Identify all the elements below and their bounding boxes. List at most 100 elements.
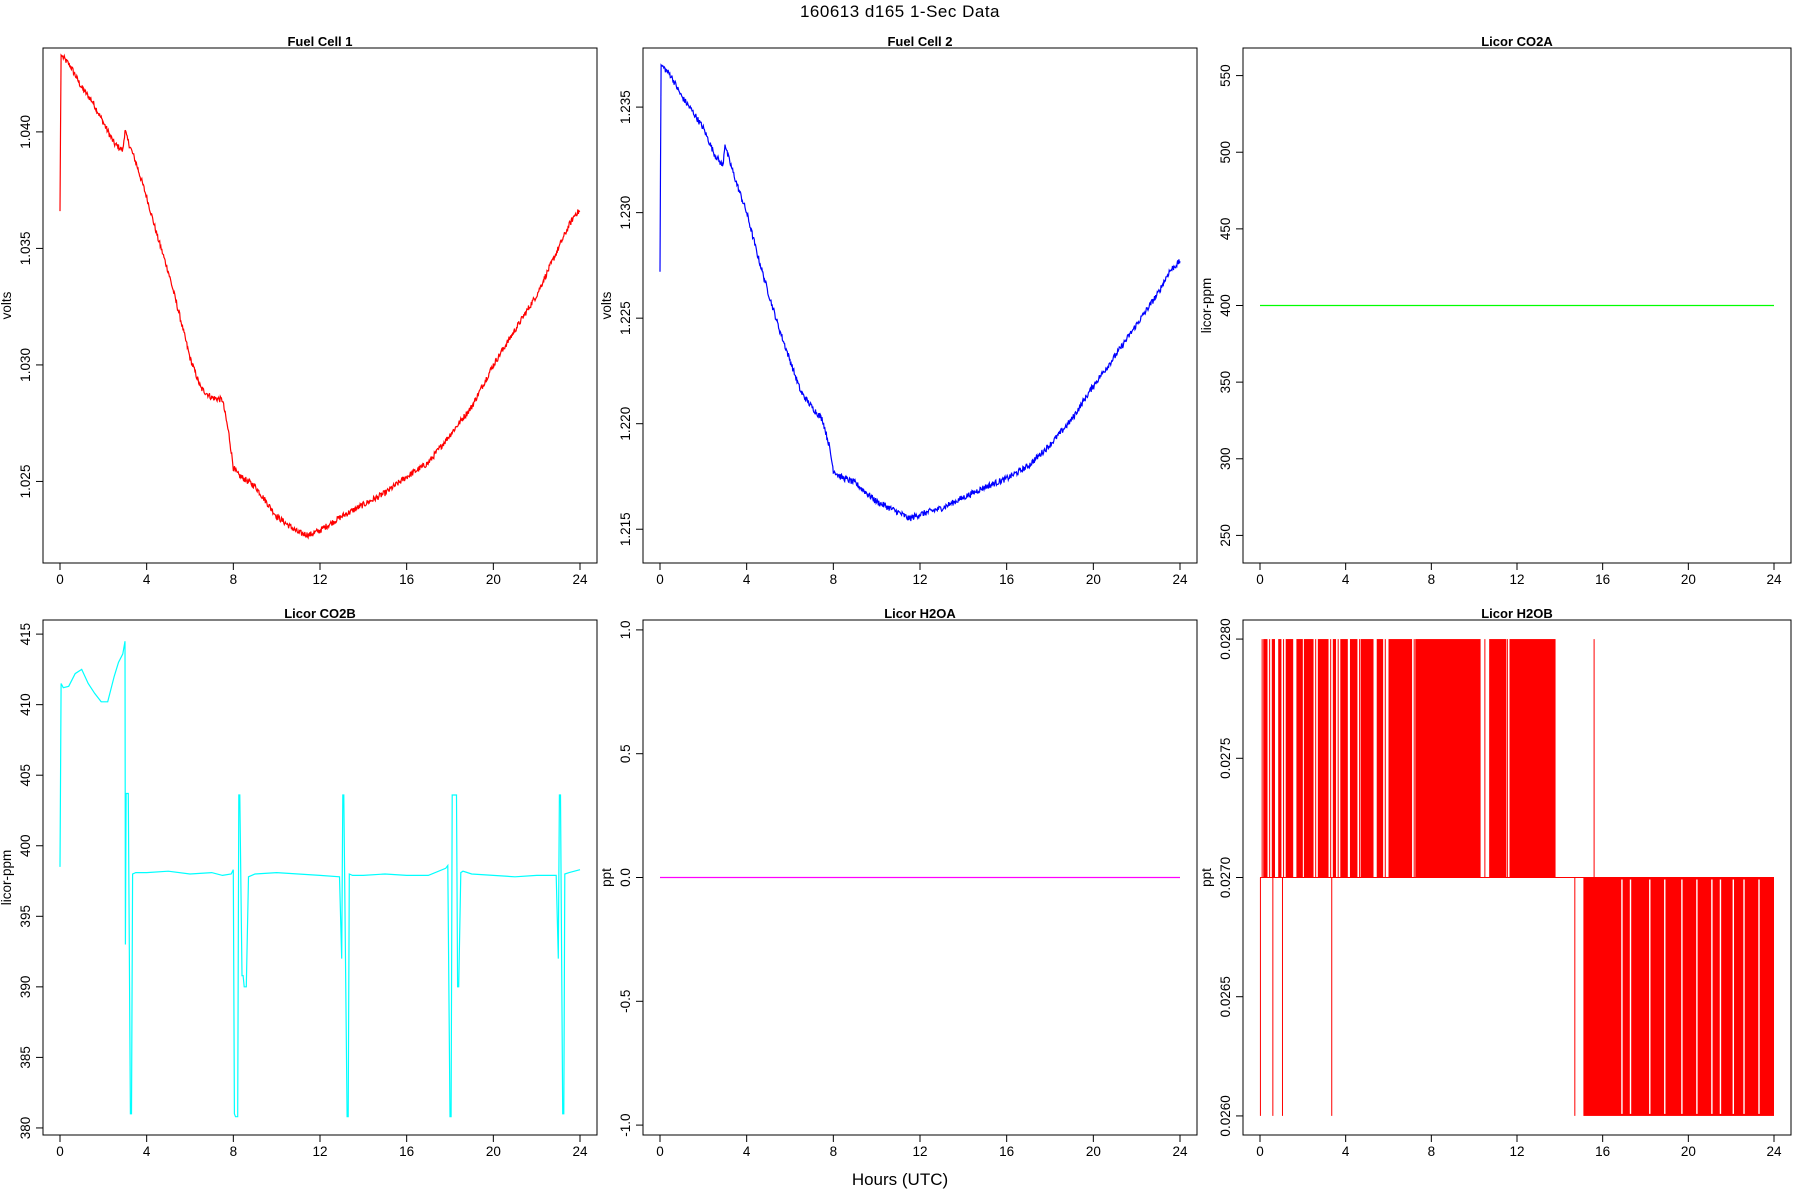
x-tick-label: 16 <box>999 1144 1014 1159</box>
y-tick-label: 385 <box>18 1046 33 1069</box>
x-tick-label: 0 <box>56 572 64 587</box>
x-tick-label: 8 <box>830 1144 838 1159</box>
x-axis: 0 4 8 12 16 20 24 <box>1256 1134 1782 1159</box>
y-tick-label: 1.0 <box>618 621 633 640</box>
y-tick-label: 400 <box>18 834 33 857</box>
y-axis-label: licor-ppm <box>1199 278 1214 334</box>
x-tick-label: 0 <box>56 1144 64 1159</box>
y-tick-label: 1.220 <box>618 407 633 441</box>
high-block <box>1263 639 1268 878</box>
y-tick-label: 1.225 <box>618 301 633 335</box>
x-tick-label: 16 <box>1595 572 1610 587</box>
high-block <box>1271 639 1275 878</box>
x-tick-label: 4 <box>143 1144 151 1159</box>
high-block <box>1415 639 1481 878</box>
y-tick-label: 300 <box>1218 448 1233 471</box>
y-tick-label: -1.0 <box>618 1113 633 1136</box>
x-tick-label: 8 <box>230 572 238 587</box>
y-tick-label: 1.215 <box>618 512 633 546</box>
x-tick-label: 4 <box>143 572 151 587</box>
x-tick-label: 24 <box>572 572 588 587</box>
x-tick-label: 16 <box>999 572 1014 587</box>
y-tick-label: 0.0265 <box>1218 976 1233 1017</box>
series-line <box>59 53 581 540</box>
x-axis: 0 4 8 12 16 20 24 <box>1256 562 1782 587</box>
panel-title: Licor CO2B <box>284 606 356 621</box>
y-tick-label: 395 <box>18 905 33 928</box>
high-block <box>1388 639 1413 878</box>
x-tick-label: 20 <box>1086 1144 1101 1159</box>
series-line <box>59 641 581 1118</box>
x-tick-label: 20 <box>1681 1144 1696 1159</box>
panel-licor-h2oa: Licor H2OA ppt 0 4 8 12 16 20 24 -1.0 -0.5 0.0 0.5 1.… <box>599 606 1198 1159</box>
series-fuel-cell-2 <box>659 63 1181 522</box>
y-tick-label: 1.030 <box>18 348 33 382</box>
plot-frame <box>642 47 1198 564</box>
y-axis: 1.025 1.030 1.035 1.040 <box>18 115 43 498</box>
high-block <box>1340 639 1348 878</box>
high-block <box>1278 639 1282 878</box>
y-axis-label: ppt <box>599 868 614 887</box>
x-axis: 0 4 8 12 16 20 24 <box>56 1134 588 1159</box>
y-axis-label: volts <box>599 291 614 319</box>
x-tick-label: 12 <box>912 572 927 587</box>
y-tick-label: 1.035 <box>18 232 33 266</box>
y-tick-label: 410 <box>18 693 33 716</box>
x-tick-label: 16 <box>399 1144 414 1159</box>
panel-title: Licor H2OA <box>884 606 956 621</box>
x-tick-label: 20 <box>486 1144 501 1159</box>
figure-title: 160613 d165 1-Sec Data <box>799 2 1001 21</box>
y-axis: 1.215 1.220 1.225 1.230 1.235 <box>618 90 643 546</box>
x-tick-label: 0 <box>656 572 664 587</box>
x-tick-label: 12 <box>1509 1144 1524 1159</box>
y-tick-label: 0.0275 <box>1218 738 1233 779</box>
x-tick-label: 4 <box>1342 1144 1350 1159</box>
x-tick-label: 16 <box>1595 1144 1610 1159</box>
y-tick-label: 380 <box>18 1117 33 1140</box>
y-tick-label: 1.025 <box>18 465 33 499</box>
y-tick-label: 0.0260 <box>1218 1095 1233 1136</box>
x-tick-label: 20 <box>1681 572 1696 587</box>
x-tick-label: 8 <box>1428 1144 1436 1159</box>
y-tick-label: 550 <box>1218 64 1233 87</box>
series-fuel-cell-1 <box>59 53 581 540</box>
x-tick-label: 12 <box>312 572 327 587</box>
x-tick-label: 24 <box>1766 572 1782 587</box>
y-axis: 250 300 350 400 450 500 550 <box>1218 64 1243 547</box>
x-tick-label: 8 <box>230 1144 238 1159</box>
high-block <box>1285 639 1294 878</box>
x-tick-label: 12 <box>1509 572 1524 587</box>
y-axis: -1.0 -0.5 0.0 0.5 1.0 <box>618 621 643 1137</box>
x-tick-label: 8 <box>1428 572 1436 587</box>
x-tick-label: 24 <box>1172 1144 1188 1159</box>
high-block <box>1317 639 1329 878</box>
y-tick-label: 250 <box>1218 524 1233 547</box>
x-tick-label: 4 <box>743 572 751 587</box>
x-tick-label: 0 <box>1256 572 1264 587</box>
y-tick-label: 450 <box>1218 218 1233 241</box>
high-block <box>1332 639 1337 878</box>
high-block <box>1509 639 1556 878</box>
x-tick-label: 16 <box>399 572 414 587</box>
y-tick-label: 405 <box>18 764 33 787</box>
series-licor-co2b <box>59 641 581 1118</box>
x-tick-label: 0 <box>656 1144 664 1159</box>
y-tick-label: 390 <box>18 976 33 999</box>
y-axis-label: ppt <box>1199 868 1214 887</box>
y-axis-label: volts <box>0 291 14 319</box>
y-tick-label: 1.235 <box>618 90 633 124</box>
y-axis: 0.0260 0.0265 0.0270 0.0275 0.0280 <box>1218 618 1243 1137</box>
high-block <box>1376 639 1384 878</box>
y-axis-label: licor-ppm <box>0 850 14 906</box>
series-licor-h2ob <box>1259 639 1774 1116</box>
x-tick-label: 24 <box>1172 572 1188 587</box>
x-axis: 0 4 8 12 16 20 24 <box>56 562 588 587</box>
y-tick-label: -0.5 <box>618 990 633 1013</box>
high-block <box>1349 639 1358 878</box>
y-tick-label: 400 <box>1218 294 1233 317</box>
panel-licor-co2a: Licor CO2A licor-ppm 0 4 8 12 16 20 24 250 300 350 4… <box>1199 34 1792 587</box>
